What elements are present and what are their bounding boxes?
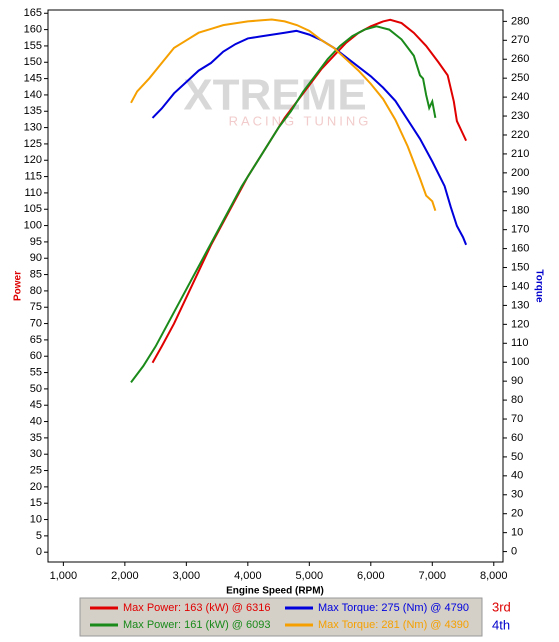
y-tick-label: 40 (30, 415, 42, 427)
x-tick-label: 2,000 (111, 570, 139, 582)
y-tick-label: 5 (36, 530, 42, 542)
y-tick-label: 120 (24, 154, 42, 166)
y2-tick-label: 250 (511, 72, 529, 84)
y-tick-label: 60 (30, 350, 42, 362)
data-line (130, 18, 437, 212)
y2-tick-label: 40 (511, 470, 523, 482)
y2-tick-label: 100 (511, 356, 529, 368)
x-tick-label: 7,000 (419, 570, 447, 582)
y-tick-label: 125 (24, 138, 42, 150)
y2-tick-label: 260 (511, 53, 529, 65)
watermark: XTREME (183, 71, 366, 120)
y-tick-label: 130 (24, 121, 42, 133)
y-tick-label: 55 (30, 366, 42, 378)
y2-tick-label: 190 (511, 186, 529, 198)
y-tick-label: 135 (24, 105, 42, 117)
y-tick-label: 80 (30, 285, 42, 297)
y2-tick-label: 150 (511, 261, 529, 273)
legend-group-label: 3rd (492, 599, 511, 614)
y2-tick-label: 120 (511, 318, 529, 330)
legend-group-label: 4th (492, 617, 510, 632)
y2-axis-label: Torque (533, 269, 544, 303)
y2-tick-label: 210 (511, 148, 529, 160)
y2-tick-label: 0 (511, 545, 517, 557)
y2-tick-label: 30 (511, 489, 523, 501)
legend-label: Max Torque: 281 (Nm) @ 4390 (318, 619, 469, 631)
y2-tick-label: 20 (511, 508, 523, 520)
y2-tick-label: 110 (511, 337, 529, 349)
legend-label: Max Power: 163 (kW) @ 6316 (123, 602, 271, 614)
y2-tick-label: 200 (511, 167, 529, 179)
y2-tick-label: 220 (511, 129, 529, 141)
y-tick-label: 145 (24, 72, 42, 84)
y-tick-label: 20 (30, 481, 42, 493)
y-tick-label: 155 (24, 40, 42, 52)
legend-box (79, 597, 483, 637)
y-tick-label: 0 (36, 546, 42, 558)
y2-tick-label: 180 (511, 205, 529, 217)
y-tick-label: 10 (30, 513, 42, 525)
y-tick-label: 150 (24, 56, 42, 68)
y2-tick-label: 80 (511, 394, 523, 406)
y2-tick-label: 270 (511, 34, 529, 46)
y-tick-label: 45 (30, 399, 42, 411)
x-tick-label: 8,000 (480, 570, 508, 582)
y-tick-label: 35 (30, 432, 42, 444)
y-tick-label: 90 (30, 252, 42, 264)
y2-tick-label: 140 (511, 280, 529, 292)
y-tick-label: 15 (30, 497, 42, 509)
y2-tick-label: 230 (511, 110, 529, 122)
y-tick-label: 65 (30, 334, 42, 346)
x-tick-label: 5,000 (296, 570, 324, 582)
y-tick-label: 100 (24, 219, 42, 231)
y-tick-label: 70 (30, 317, 42, 329)
y-tick-label: 110 (24, 187, 42, 199)
y2-tick-label: 160 (511, 243, 529, 255)
y2-tick-label: 170 (511, 224, 529, 236)
y-tick-label: 165 (24, 7, 42, 19)
y2-tick-label: 240 (511, 91, 529, 103)
y-tick-label: 30 (30, 448, 42, 460)
y-tick-label: 50 (30, 383, 42, 395)
x-axis-label: Engine Speed (RPM) (226, 586, 324, 597)
y-tick-label: 95 (30, 236, 42, 248)
legend-label: Max Torque: 275 (Nm) @ 4790 (318, 602, 469, 614)
y-tick-label: 75 (30, 301, 42, 313)
y2-tick-label: 10 (511, 527, 523, 539)
data-line (130, 25, 437, 383)
y-tick-label: 140 (24, 89, 42, 101)
y-tick-label: 25 (30, 464, 42, 476)
y2-tick-label: 70 (511, 413, 523, 425)
x-tick-label: 3,000 (173, 570, 201, 582)
y-tick-label: 105 (24, 203, 42, 215)
legend-label: Max Power: 161 (kW) @ 6093 (123, 619, 271, 631)
y2-tick-label: 50 (511, 451, 523, 463)
x-tick-label: 6,000 (357, 570, 385, 582)
y-tick-label: 85 (30, 268, 42, 280)
y2-tick-label: 130 (511, 299, 529, 311)
y-axis-label: Power (13, 271, 24, 301)
y-tick-label: 115 (24, 170, 42, 182)
x-tick-label: 4,000 (234, 570, 262, 582)
data-line (151, 18, 468, 364)
y2-tick-label: 280 (511, 15, 529, 27)
watermark: RACING TUNING (229, 113, 372, 128)
y2-tick-label: 90 (511, 375, 523, 387)
x-tick-label: 1,000 (50, 570, 78, 582)
y-tick-label: 160 (24, 24, 42, 36)
y2-tick-label: 60 (511, 432, 523, 444)
